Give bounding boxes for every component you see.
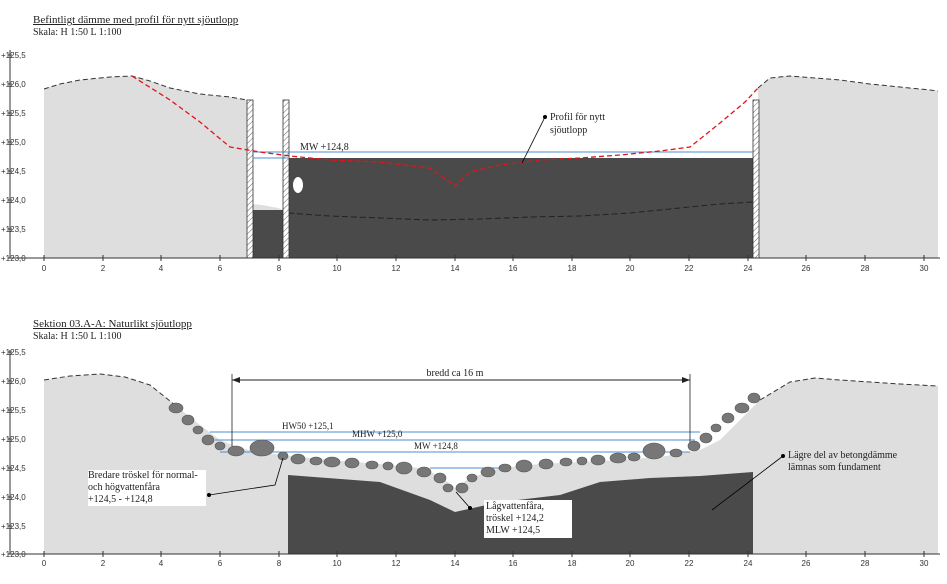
- section1-ytick-label: +125,5: [1, 109, 26, 118]
- threshold-note-line: +124,5 - +124,8: [88, 494, 153, 505]
- section1-profile-label-line2: sjöutlopp: [550, 125, 587, 136]
- dam-note-line: lämnas som fundament: [788, 462, 881, 473]
- section1-xtick-label: 0: [42, 264, 47, 273]
- section2-xtick-label: 4: [159, 559, 164, 568]
- lowflow-note-line: MLW +124,5: [486, 525, 541, 536]
- section1-ytick-label: +125,0: [1, 138, 26, 147]
- section1-xtick-label: 6: [218, 264, 223, 273]
- section1-ytick-label: +123,0: [1, 254, 26, 263]
- section1-scale: Skala: H 1:50 L 1:100: [33, 27, 122, 38]
- section1-title: Befintligt dämme med profil för nytt sjö…: [33, 14, 239, 26]
- section1-ytick-label: +123,5: [1, 225, 26, 234]
- section2-threshold-pointer: [208, 457, 284, 496]
- section1-mw-label: MW +124,8: [300, 142, 349, 153]
- section1-xtick-label: 22: [685, 264, 694, 273]
- lowflow-note: Lågvattenfåra, tröskel +124,2 MLW +124,5: [484, 500, 572, 538]
- section2-stones: [168, 392, 761, 494]
- section2-ytick-label: +125,0: [1, 435, 26, 444]
- section1-xtick-label: 2: [101, 264, 106, 273]
- section1-dam-bottom-line: [287, 201, 754, 221]
- section2-hw50-label: HW50 +125,1: [282, 421, 334, 431]
- section2-drawing: bredd ca 16 m: [1, 348, 940, 568]
- section1-left-wall: [246, 99, 254, 259]
- section2-mw-label: MW +124,8: [414, 441, 458, 451]
- section2-xtick-label: 16: [509, 559, 518, 568]
- section2-xtick-label: 10: [333, 559, 342, 568]
- section2-ytick-label: +125,5: [1, 406, 26, 415]
- section1-new-profile-line: [131, 75, 759, 187]
- section2-xtick-label: 26: [802, 559, 811, 568]
- section1-xtick-label: 10: [333, 264, 342, 273]
- section2-width-arrow-left: [232, 377, 240, 383]
- section1-ytick-label: +126,0: [1, 80, 26, 89]
- section2-ytick-label: +124,5: [1, 464, 26, 473]
- section2-xtick-label: 28: [861, 559, 870, 568]
- section2-xtick-label: 2: [101, 559, 106, 568]
- section2-dam-pointer: [711, 455, 784, 511]
- section1-xtick-label: 26: [802, 264, 811, 273]
- section1-right-wall: [752, 99, 760, 259]
- lowflow-note-line: tröskel +124,2: [486, 513, 544, 524]
- section2-xtick-label: 30: [920, 559, 929, 568]
- section2-ytick-label: +123,0: [1, 550, 26, 559]
- section1-mid-wall: [282, 99, 290, 259]
- section2-width-arrow-right: [682, 377, 690, 383]
- section1-gate-concrete: [253, 210, 283, 258]
- section1-xtick-label: 28: [861, 264, 870, 273]
- section2-ytick-label: +123,5: [1, 522, 26, 531]
- section1-left-ground-surface: [43, 75, 248, 101]
- section1-xtick-label: 12: [392, 264, 401, 273]
- section2-xtick-label: 24: [744, 559, 753, 568]
- section1-profile-pointer: [521, 116, 546, 164]
- section1-xtick-label: 30: [920, 264, 929, 273]
- section1-dam-concrete: [288, 158, 753, 258]
- threshold-note-line: och högvattenfåra: [88, 482, 160, 493]
- section1-ytick-label: +124,0: [1, 196, 26, 205]
- section2-mhw-label: MHW +125,0: [352, 429, 403, 439]
- section2-ground-surface-left: [43, 373, 176, 406]
- section1-x-ticks: [43, 255, 925, 261]
- section1-xtick-label: 16: [509, 264, 518, 273]
- section1-xtick-label: 24: [744, 264, 753, 273]
- section1-drawing: +125,5 +126,0 +125,5 +125,0 +124,5 +124,…: [1, 50, 940, 273]
- section2-width-label: bredd ca 16 m: [427, 368, 484, 379]
- section2-ground-surface-right: [759, 377, 939, 401]
- section1-xtick-label: 14: [451, 264, 460, 273]
- section1-right-ground: [758, 76, 938, 258]
- section1-ytick-label: +124,5: [1, 167, 26, 176]
- lowflow-note-line: Lågvattenfåra,: [486, 501, 545, 512]
- threshold-note: Bredare tröskel för normal- och högvatte…: [88, 470, 206, 506]
- dam-note-line: Lägre del av betongdämme: [788, 450, 898, 461]
- section2-lowflow-pointer: [455, 491, 471, 509]
- section1-xtick-label: 8: [277, 264, 282, 273]
- section2-xtick-label: 0: [42, 559, 47, 568]
- section1-xtick-label: 4: [159, 264, 164, 273]
- section1-xtick-label: 20: [626, 264, 635, 273]
- section2-xtick-label: 8: [277, 559, 282, 568]
- section1-xtick-label: 18: [568, 264, 577, 273]
- section2-xtick-label: 14: [451, 559, 460, 568]
- section2-scale: Skala: H 1:50 L 1:100: [33, 331, 122, 342]
- section2-ytick-label: +125,5: [1, 348, 26, 357]
- section1-ytick-label: +125,5: [1, 51, 26, 60]
- section2-ytick-label: +126,0: [1, 377, 26, 386]
- section2-xtick-label: 6: [218, 559, 223, 568]
- section2-xtick-label: 12: [392, 559, 401, 568]
- section2-xtick-label: 20: [626, 559, 635, 568]
- threshold-note-line: Bredare tröskel för normal-: [88, 470, 198, 481]
- section2-xtick-label: 18: [568, 559, 577, 568]
- section2-ytick-label: +124,0: [1, 493, 26, 502]
- section2-x-ticks: [43, 551, 925, 557]
- section2-title: Sektion 03.A-A: Naturlikt sjöutlopp: [33, 318, 192, 330]
- section2-xtick-label: 22: [685, 559, 694, 568]
- section1-profile-label-line1: Profil för nytt: [550, 112, 605, 123]
- dam-note: Lägre del av betongdämme lämnas som fund…: [788, 450, 928, 474]
- section1-left-ground: [44, 76, 247, 258]
- section1-outlet-opening: [293, 177, 303, 193]
